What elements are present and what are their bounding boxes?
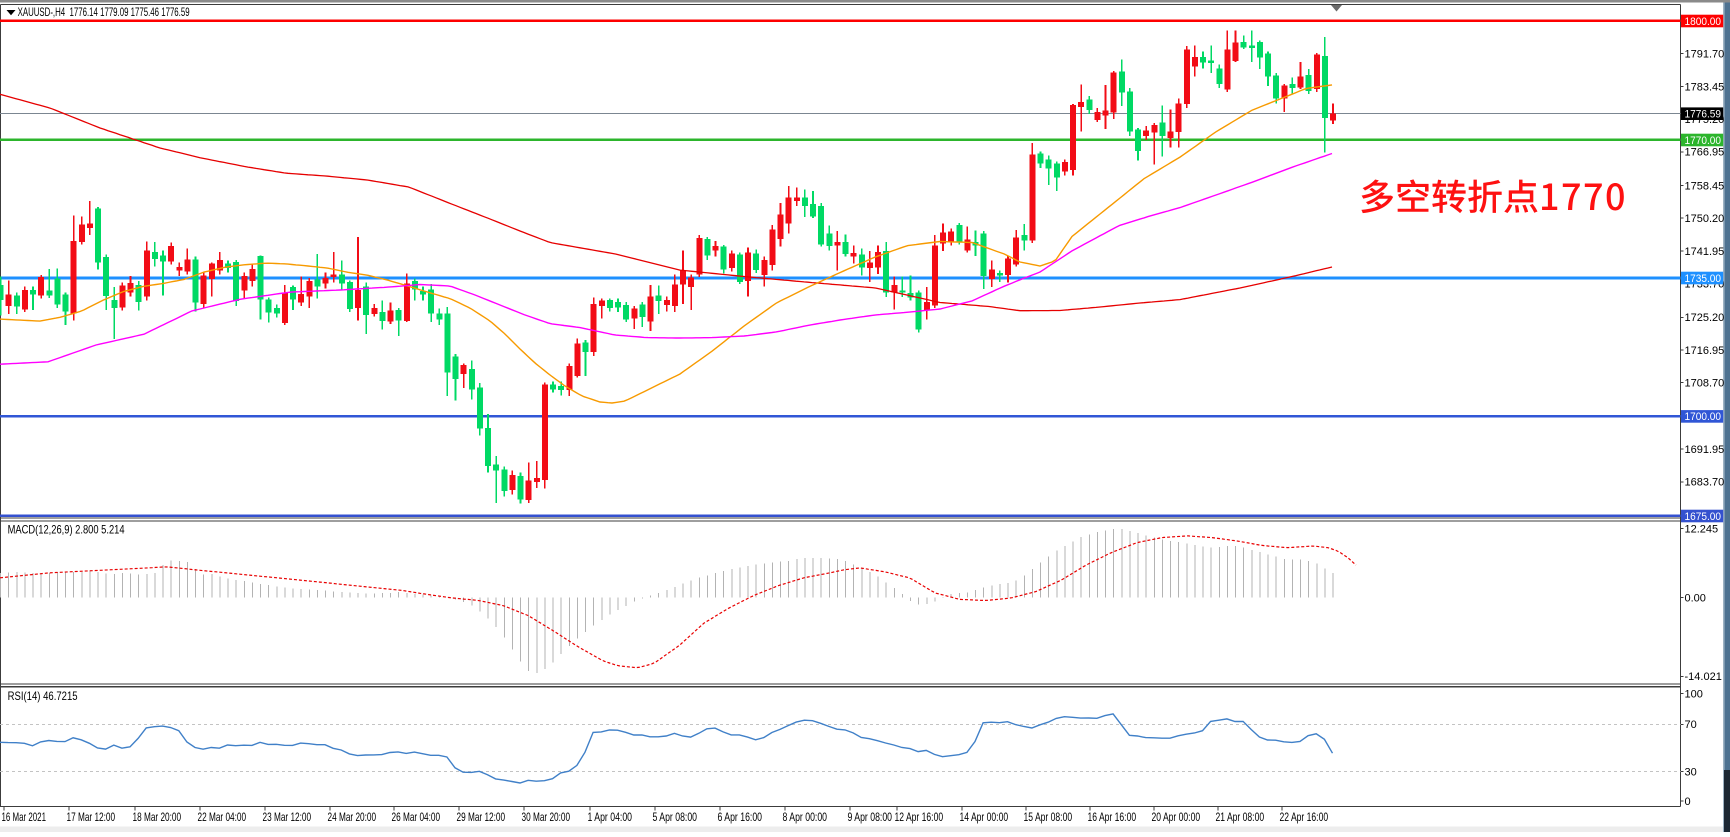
svg-text:1700.00: 1700.00 — [1685, 411, 1722, 423]
svg-text:24 Mar 20:00: 24 Mar 20:00 — [328, 810, 377, 824]
svg-text:6 Apr 16:00: 6 Apr 16:00 — [718, 810, 763, 824]
svg-text:1791.70: 1791.70 — [1685, 49, 1725, 61]
svg-text:70: 70 — [1685, 719, 1697, 731]
svg-text:-14.021: -14.021 — [1685, 671, 1722, 683]
svg-text:30 Mar 20:00: 30 Mar 20:00 — [522, 810, 571, 824]
svg-text:1776.59: 1776.59 — [1685, 109, 1722, 121]
svg-text:MACD(12,26,9) 2.800 5.214: MACD(12,26,9) 2.800 5.214 — [8, 523, 125, 537]
svg-text:9 Apr 08:00: 9 Apr 08:00 — [848, 810, 893, 824]
svg-text:12.245: 12.245 — [1685, 524, 1719, 536]
svg-text:20 Apr 00:00: 20 Apr 00:00 — [1152, 810, 1201, 824]
svg-text:1691.95: 1691.95 — [1685, 444, 1725, 456]
svg-text:18 Mar 20:00: 18 Mar 20:00 — [133, 810, 182, 824]
svg-text:21 Apr 08:00: 21 Apr 08:00 — [1216, 810, 1265, 824]
svg-text:22 Apr 16:00: 22 Apr 16:00 — [1280, 810, 1329, 824]
svg-text:30: 30 — [1685, 767, 1697, 779]
svg-text:23 Mar 12:00: 23 Mar 12:00 — [263, 810, 312, 824]
svg-text:1683.70: 1683.70 — [1685, 477, 1725, 489]
svg-text:1750.20: 1750.20 — [1685, 213, 1725, 225]
svg-text:100: 100 — [1685, 688, 1703, 700]
svg-text:RSI(14) 46.7215: RSI(14) 46.7215 — [8, 689, 78, 703]
svg-text:29 Mar 12:00: 29 Mar 12:00 — [457, 810, 506, 824]
svg-text:1741.95: 1741.95 — [1685, 246, 1725, 258]
svg-text:14 Apr 00:00: 14 Apr 00:00 — [960, 810, 1009, 824]
svg-text:1716.95: 1716.95 — [1685, 345, 1725, 357]
svg-text:16 Mar 2021: 16 Mar 2021 — [2, 810, 47, 824]
svg-text:1 Apr 04:00: 1 Apr 04:00 — [588, 810, 633, 824]
svg-text:1708.70: 1708.70 — [1685, 378, 1725, 390]
svg-text:15 Apr 08:00: 15 Apr 08:00 — [1024, 810, 1073, 824]
svg-text:0: 0 — [1685, 796, 1691, 808]
svg-text:8 Apr 00:00: 8 Apr 00:00 — [783, 810, 828, 824]
svg-text:12 Apr 16:00: 12 Apr 16:00 — [895, 810, 944, 824]
svg-text:5 Apr 08:00: 5 Apr 08:00 — [653, 810, 698, 824]
svg-text:1725.20: 1725.20 — [1685, 312, 1725, 324]
svg-text:1766.95: 1766.95 — [1685, 147, 1725, 159]
svg-text:1770.00: 1770.00 — [1685, 135, 1722, 147]
svg-text:22 Mar 04:00: 22 Mar 04:00 — [198, 810, 247, 824]
svg-text:1800.00: 1800.00 — [1685, 16, 1722, 28]
svg-text:16 Apr 16:00: 16 Apr 16:00 — [1088, 810, 1137, 824]
svg-text:26 Mar 04:00: 26 Mar 04:00 — [392, 810, 441, 824]
svg-text:1783.45: 1783.45 — [1685, 81, 1725, 93]
svg-text:1735.00: 1735.00 — [1685, 273, 1722, 285]
svg-text:0.00: 0.00 — [1685, 593, 1706, 605]
svg-text:XAUUSD-,H4 1776.14 1779.09 17: XAUUSD-,H4 1776.14 1779.09 1775.46 1776.… — [18, 5, 190, 19]
svg-text:1758.45: 1758.45 — [1685, 180, 1725, 192]
svg-text:17 Mar 12:00: 17 Mar 12:00 — [67, 810, 116, 824]
svg-text:1675.00: 1675.00 — [1685, 511, 1722, 523]
